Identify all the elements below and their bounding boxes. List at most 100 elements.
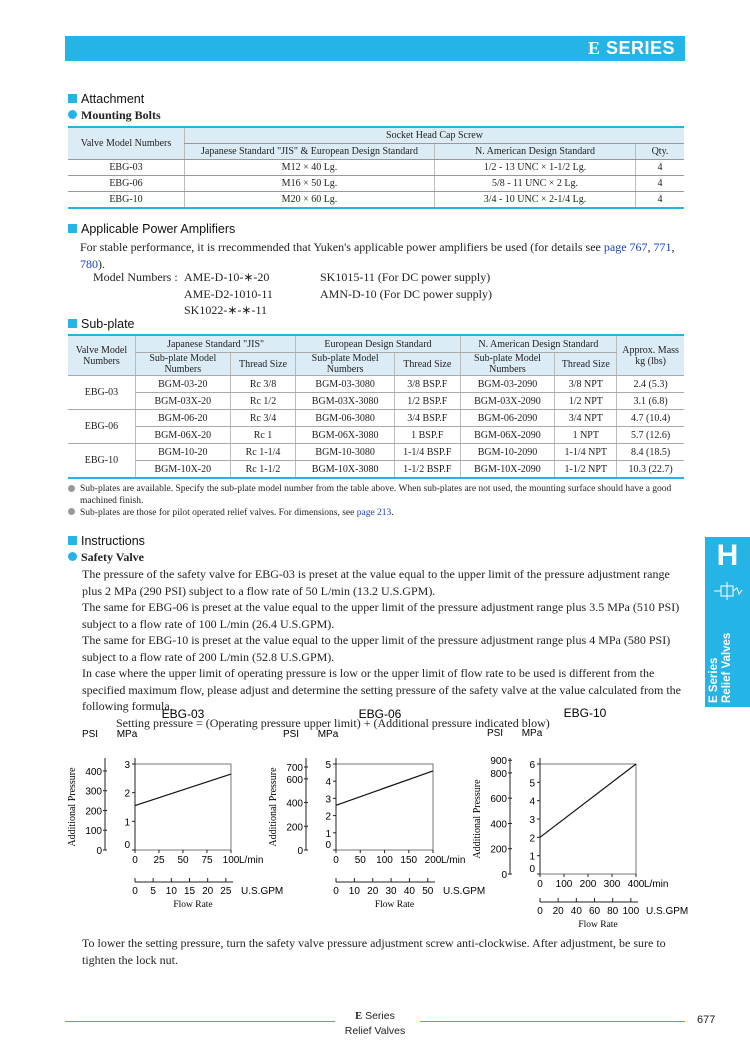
x-gpm-tick-label: 5 [150, 886, 156, 897]
y-mpa-tick-label: 5 [325, 760, 331, 771]
x-gpm-tick-label: 80 [607, 906, 619, 917]
x-lmin-unit: L/min [644, 879, 668, 890]
y-psi-tick-label: 800 [490, 769, 507, 780]
psi-label: PSI [487, 728, 503, 739]
side-tab-letter: H [716, 539, 739, 572]
x-lmin-tick-label: 100 [223, 855, 240, 866]
y-mpa-tick-label: 1 [124, 817, 130, 828]
link-page-213[interactable]: page 213 [356, 508, 392, 518]
col-qty: Qty. [635, 143, 684, 160]
series-line [539, 763, 637, 838]
x-gpm-tick-label: 20 [367, 886, 379, 897]
y-psi-tick-label: 200 [490, 845, 507, 856]
mpa-label: MPa [318, 729, 339, 740]
header-bar: E SERIES [65, 36, 685, 61]
link-page-767[interactable]: page 767 [603, 240, 648, 254]
y-mpa-tick-label: 2 [325, 812, 331, 823]
link-page-771[interactable]: 771 [653, 240, 672, 254]
y-mpa-tick-label: 4 [529, 797, 535, 808]
y-mpa-tick-label: 4 [325, 777, 331, 788]
y-psi-tick-label: 0 [297, 846, 303, 857]
section-amplifiers: Applicable Power Amplifiers [68, 222, 235, 236]
subhead-safety-valve: Safety Valve [68, 550, 144, 565]
x-lmin-tick-label: 200 [580, 879, 597, 890]
footer-label: E Series Relief Valves [344, 1010, 406, 1037]
x-gpm-tick-label: 0 [132, 886, 138, 897]
x-lmin-unit: L/min [441, 855, 465, 866]
x-lmin-tick-label: 100 [376, 855, 393, 866]
y-axis-label: Additional Pressure [67, 767, 78, 847]
x-gpm-tick-label: 20 [202, 886, 214, 897]
y-mpa-tick-label: 1 [325, 829, 331, 840]
section-subplate: Sub-plate [68, 317, 135, 331]
table-row: EBG-06 BGM-06-20 Rc 3/4 BGM-06-3080 3/4 BSP.… [68, 409, 684, 444]
table-row: EBG-03 BGM-03-20 Rc 3/8 BGM-03-3080 3/8 BSP.… [68, 375, 684, 410]
x-gpm-unit: U.S.GPM [241, 886, 283, 897]
y-mpa-tick-label: 3 [529, 815, 535, 826]
section-attachment: Attachment [68, 92, 144, 106]
subplate-note-1: Sub-plates are available. Specify the su… [68, 483, 678, 507]
series-title: E SERIES [587, 38, 675, 58]
col-valve: Valve Model Numbers [68, 127, 185, 160]
chart-title: EBG-06 [359, 707, 402, 721]
link-page-780[interactable]: 780 [80, 256, 98, 271]
y-mpa-tick-label: 0 [124, 840, 130, 851]
x-lmin-tick-label: 75 [201, 855, 213, 866]
y-psi-tick-label: 100 [85, 826, 102, 837]
x-gpm-tick-label: 0 [333, 886, 339, 897]
series-line [335, 770, 434, 806]
chart-title: EBG-03 [162, 707, 205, 721]
psi-label: PSI [82, 729, 98, 740]
table-row: BGM-10X-20 Rc 1-1/2 BGM-10X-3080 1-1/2 BSP.… [68, 460, 684, 479]
y-psi-tick-label: 0 [501, 870, 507, 881]
x-gpm-tick-label: 20 [553, 906, 565, 917]
y-psi-tick-label: 400 [286, 799, 303, 810]
section-instructions: Instructions [68, 534, 145, 548]
x-lmin-tick-label: 0 [537, 879, 543, 890]
table-row: EBG-06 M16 × 50 Lg. 5/8 - 11 UNC × 2 Lg. 4 [68, 175, 684, 192]
y-psi-tick-label: 400 [85, 767, 102, 778]
y-mpa-tick-label: 1 [529, 852, 535, 863]
y-mpa-tick-label: 3 [325, 794, 331, 805]
x-axis-label: Flow Rate [375, 900, 414, 910]
x-gpm-unit: U.S.GPM [646, 906, 688, 917]
y-psi-tick-label: 600 [490, 794, 507, 805]
y-psi-tick-label: 200 [85, 806, 102, 817]
y-mpa-tick-label: 0 [529, 864, 535, 875]
y-mpa-tick-label: 2 [529, 833, 535, 844]
col-jis: Japanese Standard "JIS" & European Desig… [184, 143, 435, 160]
x-gpm-tick-label: 30 [386, 886, 398, 897]
model-list-right: SK1015-11 (For DC power supply) AMN-D-10… [320, 270, 492, 301]
y-mpa-tick-label: 3 [124, 760, 130, 771]
x-gpm-tick-label: 50 [422, 886, 434, 897]
instructions-text: The pressure of the safety valve for EBG… [82, 567, 682, 730]
x-lmin-tick-label: 200 [425, 855, 442, 866]
y-axis-label: Additional Pressure [268, 767, 279, 847]
x-lmin-tick-label: 50 [177, 855, 189, 866]
y-psi-tick-label: 400 [490, 819, 507, 830]
x-lmin-tick-label: 300 [604, 879, 621, 890]
plot-frame [335, 763, 434, 851]
col-na: N. American Design Standard [434, 143, 636, 160]
x-gpm-tick-label: 10 [166, 886, 178, 897]
x-lmin-tick-label: 400 [628, 879, 645, 890]
side-tab-label: E Series Relief Valves [708, 632, 733, 703]
subhead-mounting-bolts: Mounting Bolts [68, 108, 161, 123]
x-gpm-tick-label: 0 [537, 906, 543, 917]
relief-valve-symbol-icon [714, 582, 743, 600]
y-psi-tick-label: 900 [490, 756, 507, 767]
x-gpm-tick-label: 40 [571, 906, 583, 917]
side-tab[interactable]: H E Series Relief Valves [705, 537, 750, 707]
y-psi-tick-label: 0 [96, 846, 102, 857]
col-socket: Socket Head Cap Screw [184, 127, 684, 144]
footer-line-left [65, 1021, 335, 1022]
y-psi-tick-label: 700 [286, 763, 303, 774]
x-axis-label: Flow Rate [578, 920, 617, 930]
page-number: 677 [697, 1014, 716, 1026]
y-psi-tick-label: 200 [286, 822, 303, 833]
table-row: EBG-10 BGM-10-20 Rc 1-1/4 BGM-10-3080 1-1/4 … [68, 443, 684, 479]
table-row: BGM-03X-20 Rc 1/2 BGM-03X-3080 1/2 BSP.F BGM… [68, 392, 684, 410]
x-lmin-tick-label: 0 [132, 855, 138, 866]
x-lmin-tick-label: 100 [556, 879, 573, 890]
